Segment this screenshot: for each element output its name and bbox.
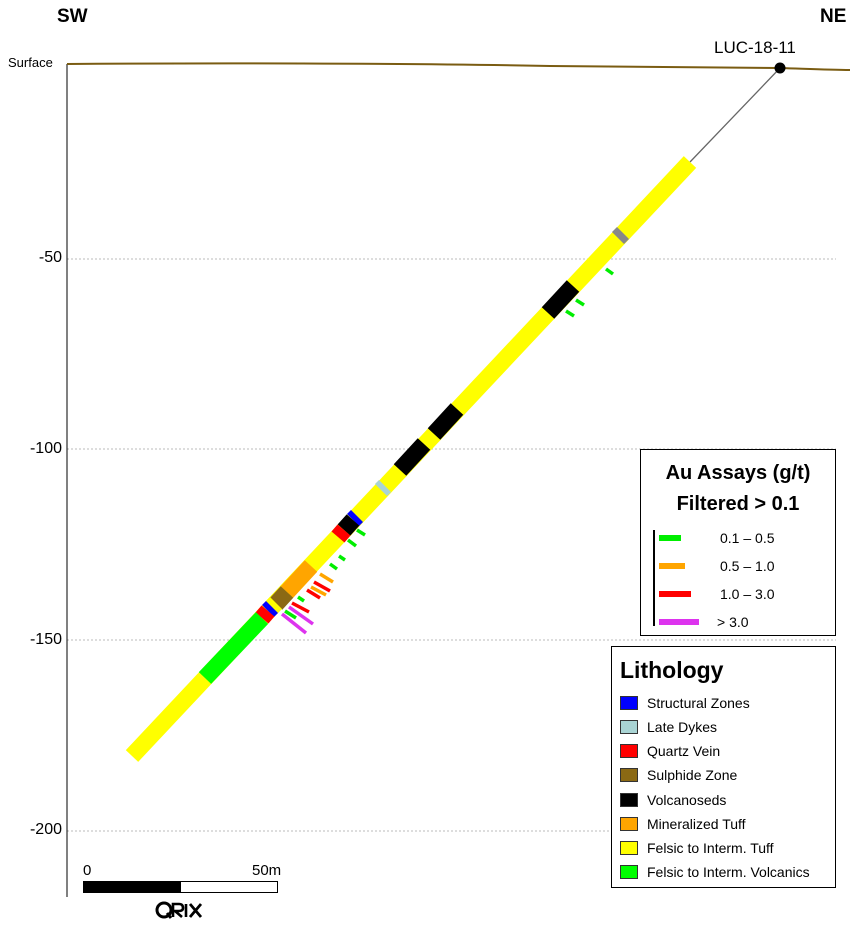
scale-bar-start-label: 0 xyxy=(83,862,92,879)
lithology-legend-item: Late Dykes xyxy=(620,719,832,737)
hole-interval-late-dyke xyxy=(374,479,392,497)
assay-bar xyxy=(280,612,308,635)
assay-bar xyxy=(575,298,585,307)
depth-label-150: -150 xyxy=(29,631,62,648)
lithology-legend-item: Sulphide Zone xyxy=(620,767,832,785)
hole-interval-mineralized-tuff xyxy=(280,560,318,598)
lithology-swatch-felsic-tuff xyxy=(620,841,638,855)
lithology-swatch-sulphide xyxy=(620,768,638,782)
assay-swatch-mid xyxy=(659,563,685,569)
depth-label-50: -50 xyxy=(38,249,62,266)
lithology-legend-label: Structural Zones xyxy=(647,695,750,711)
lithology-swatch-structural xyxy=(620,696,638,710)
assay-legend-item: 1.0 – 3.0 xyxy=(659,584,829,604)
assay-legend-label: > 3.0 xyxy=(717,614,749,630)
assay-swatch-high xyxy=(659,591,691,597)
lithology-legend-item: Structural Zones xyxy=(620,695,832,713)
assay-bar xyxy=(319,572,334,584)
assay-legend-title: Au Assays (g/t) Filtered > 0.1 xyxy=(641,458,835,520)
assay-legend-axis xyxy=(653,530,655,626)
lithology-swatch-felsic-volcanics xyxy=(620,865,638,879)
assay-bar xyxy=(338,554,346,562)
assay-swatch-low xyxy=(659,535,681,541)
surface-line xyxy=(66,62,851,71)
assay-bar xyxy=(291,601,310,614)
assay-bar xyxy=(287,605,315,626)
assay-legend-label: 1.0 – 3.0 xyxy=(720,586,775,602)
assay-legend-label: 0.5 – 1.0 xyxy=(720,558,775,574)
assay-legend-item: > 3.0 xyxy=(659,612,829,632)
surface-label: Surface xyxy=(8,55,53,70)
assay-bar xyxy=(310,585,327,597)
lithology-legend-item: Volcanoseds xyxy=(620,792,832,810)
assay-bar xyxy=(356,528,366,537)
assay-bar xyxy=(565,309,575,318)
scale-bar-white-segment xyxy=(180,881,278,893)
lithology-legend-item: Quartz Vein xyxy=(620,743,832,761)
assay-legend: Au Assays (g/t) Filtered > 0.1 0.1 – 0.5… xyxy=(640,449,836,636)
scale-bar-black-segment xyxy=(83,881,180,893)
scale-bar-end-label: 50m xyxy=(252,862,282,879)
depth-label-100: -100 xyxy=(29,440,62,457)
drillhole-collar-marker xyxy=(774,62,786,74)
lithology-legend-label: Quartz Vein xyxy=(647,743,721,759)
lithology-legend-item: Mineralized Tuff xyxy=(620,816,832,834)
assay-bar xyxy=(297,595,305,603)
hole-interval-volcanoseds-1 xyxy=(541,280,580,319)
assay-bar xyxy=(604,267,615,276)
assay-bar xyxy=(328,562,339,571)
assay-bar xyxy=(313,580,331,593)
drillhole-label: LUC-18-11 xyxy=(714,38,796,57)
hole-interval-volcanoseds-3 xyxy=(393,438,431,476)
logo-mark xyxy=(155,901,203,919)
hole-interval-quartz-vein-1 xyxy=(331,524,351,543)
lithology-legend-label: Felsic to Interm. Tuff xyxy=(647,840,774,856)
company-logo xyxy=(155,898,205,928)
lithology-legend-label: Sulphide Zone xyxy=(647,767,738,783)
lithology-swatch-volcanoseds xyxy=(620,793,638,807)
assay-bar xyxy=(346,538,358,548)
drillhole-collar-trace xyxy=(689,67,781,163)
lithology-legend-label: Volcanoseds xyxy=(647,792,727,808)
hole-interval-sulphide-zone xyxy=(269,586,294,610)
lithology-legend-item: Felsic to Interm. Tuff xyxy=(620,840,832,858)
lithology-legend: Lithology Structural Zones Late Dykes Qu… xyxy=(611,646,836,888)
assay-legend-item: 0.5 – 1.0 xyxy=(659,556,829,576)
assay-legend-title-line2: Filtered > 0.1 xyxy=(676,493,800,515)
hole-interval-volcanoseds-2 xyxy=(427,403,464,440)
lithology-legend-label: Late Dykes xyxy=(647,719,718,735)
assay-legend-label: 0.1 – 0.5 xyxy=(720,530,775,546)
hole-interval-structural-2 xyxy=(261,600,279,618)
hole-interval-felsic-volcanics xyxy=(198,612,269,684)
assay-legend-title-line1: Au Assays (g/t) xyxy=(665,462,811,484)
assay-bar xyxy=(306,588,321,600)
lithology-legend-label: Mineralized Tuff xyxy=(647,816,746,832)
assay-swatch-top xyxy=(659,619,699,625)
hole-interval-minor xyxy=(611,226,630,245)
hole-interval-volcanoseds-4 xyxy=(337,514,360,536)
assay-legend-item: 0.1 – 0.5 xyxy=(659,528,829,548)
hole-interval-structural-1 xyxy=(346,509,364,527)
direction-sw-label: SW xyxy=(57,6,88,27)
depth-label-200: -200 xyxy=(29,821,62,838)
assay-bar xyxy=(284,609,297,620)
lithology-swatch-quartz xyxy=(620,744,638,758)
hole-interval-tuff-gap xyxy=(265,596,283,614)
direction-ne-label: NE xyxy=(820,6,847,27)
lithology-swatch-mineralized xyxy=(620,817,638,831)
hole-interval-quartz-vein-2 xyxy=(255,605,275,624)
lithology-swatch-dykes xyxy=(620,720,638,734)
lithology-legend-label: Felsic to Interm. Volcanics xyxy=(647,864,810,880)
lithology-legend-title: Lithology xyxy=(620,657,724,683)
lithology-legend-item: Felsic to Interm. Volcanics xyxy=(620,864,832,882)
